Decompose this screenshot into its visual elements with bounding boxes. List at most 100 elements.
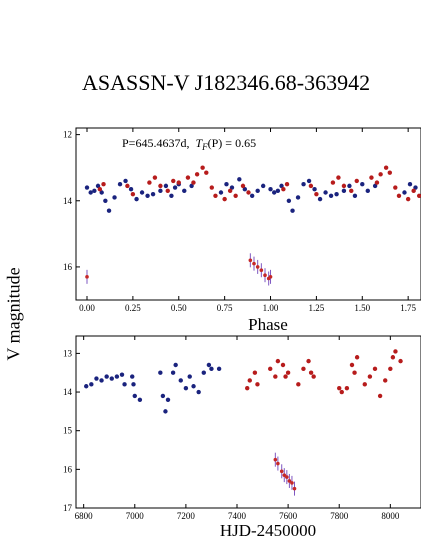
phase-y-tick-label: 14 <box>63 196 73 206</box>
time-x-axis-label: HJD-2450000 <box>220 521 316 540</box>
phase-data-point <box>416 193 421 199</box>
phase-error-point <box>255 265 260 269</box>
phase-data-point <box>103 198 108 203</box>
time-data-point <box>137 397 143 402</box>
phase-data-point <box>213 193 218 199</box>
time-data-point <box>130 374 135 379</box>
time-data-point <box>268 366 273 372</box>
period-annotation-symbol: T <box>195 136 203 150</box>
time-x-tick-label: 7000 <box>126 511 145 521</box>
time-data-point <box>206 362 212 368</box>
time-data-point <box>187 374 192 379</box>
time-data-point <box>209 366 214 372</box>
phase-data-point <box>268 186 273 192</box>
time-y-tick-label: 14 <box>63 387 73 397</box>
phase-data-point <box>341 183 347 189</box>
time-data-point <box>165 397 171 402</box>
phase-data-point <box>369 175 374 180</box>
phase-data-point <box>295 195 301 200</box>
phase-data-point <box>308 183 314 189</box>
phase-data-point <box>407 182 413 187</box>
phase-data-point <box>314 191 319 197</box>
time-x-tick-label: 7600 <box>279 511 298 521</box>
phase-data-point <box>191 180 196 185</box>
time-data-point <box>285 370 291 375</box>
phase-data-point <box>145 193 150 199</box>
phase-data-point <box>242 186 248 192</box>
time-data-point <box>99 378 104 383</box>
time-data-point <box>163 409 168 414</box>
time-data-point <box>344 385 350 391</box>
phase-data-point <box>260 183 266 189</box>
time-error-point <box>285 475 289 479</box>
period-annotation-prefix: P=645.4637d, <box>122 136 189 150</box>
time-x-tick-label: 7400 <box>228 511 247 521</box>
time-data-point <box>273 374 278 379</box>
phase-data-point <box>279 183 284 189</box>
time-data-point <box>158 370 163 375</box>
time-x-tick-label: 6800 <box>75 511 94 521</box>
time-data-point <box>390 355 396 360</box>
time-data-point <box>132 393 137 399</box>
time-data-point <box>275 358 281 364</box>
time-x-tick-label: 7200 <box>177 511 196 521</box>
phase-data-point <box>95 183 101 189</box>
phase-data-point <box>163 183 169 189</box>
time-data-point <box>170 370 176 375</box>
time-data-point <box>109 376 114 381</box>
phase-data-point <box>130 191 136 197</box>
phase-data-point <box>383 165 389 170</box>
phase-data-point <box>374 180 380 185</box>
phase-data-point <box>200 165 205 170</box>
phase-data-point <box>99 190 104 195</box>
time-x-tick-label: 7800 <box>330 511 349 521</box>
phase-data-point <box>134 196 139 202</box>
time-data-point <box>114 374 120 379</box>
phase-data-point <box>286 198 292 203</box>
phase-data-point <box>158 183 163 189</box>
phase-data-point <box>413 185 418 190</box>
phase-data-point <box>301 182 306 187</box>
time-y-tick-label: 13 <box>63 348 73 358</box>
phase-y-tick-label: 16 <box>63 262 73 272</box>
phase-data-point <box>204 170 209 175</box>
time-data-point <box>306 358 311 364</box>
time-data-point <box>216 366 222 372</box>
time-y-tick-label: 17 <box>63 503 73 513</box>
phase-data-point <box>237 177 242 182</box>
phase-data-point <box>117 182 123 187</box>
phase-panel-axes: 0.00 0.25 0.50 0.75 1.00 1.25 1.50 1.75 12 14 16 <box>63 128 417 313</box>
phase-error-point <box>252 261 256 266</box>
phase-data-point <box>125 183 130 189</box>
time-data-point <box>283 374 288 379</box>
phase-data-point <box>347 183 352 189</box>
phase-data-point <box>172 185 178 190</box>
phase-data-point <box>240 183 246 189</box>
phase-x-tick-label: 0.00 <box>79 303 95 313</box>
time-data-point <box>311 374 316 379</box>
phase-data-point <box>194 172 200 177</box>
phase-data-point <box>349 188 354 194</box>
phase-data-point <box>112 195 117 200</box>
time-data-point <box>308 370 314 375</box>
phase-data-point <box>147 180 152 185</box>
phase-data-point <box>152 175 158 180</box>
time-data-point <box>337 385 342 391</box>
phase-data-point <box>246 190 251 195</box>
time-error-point <box>276 461 280 466</box>
phase-data-point <box>229 185 235 190</box>
chart-title: ASASSN-V J182346.68-363942 <box>82 70 371 95</box>
phase-data-point <box>330 180 336 185</box>
phase-data-point <box>233 193 238 199</box>
phase-data-point <box>341 188 347 194</box>
phase-data-point <box>158 188 163 194</box>
time-x-tick-label: 8000 <box>381 511 400 521</box>
phase-data-point <box>290 208 295 213</box>
time-data-point <box>178 378 183 383</box>
phase-data-point <box>224 182 229 187</box>
phase-x-tick-label: 1.25 <box>309 303 325 313</box>
phase-data-point <box>396 193 402 199</box>
phase-data-point <box>185 175 191 180</box>
phase-data-point <box>334 191 339 197</box>
